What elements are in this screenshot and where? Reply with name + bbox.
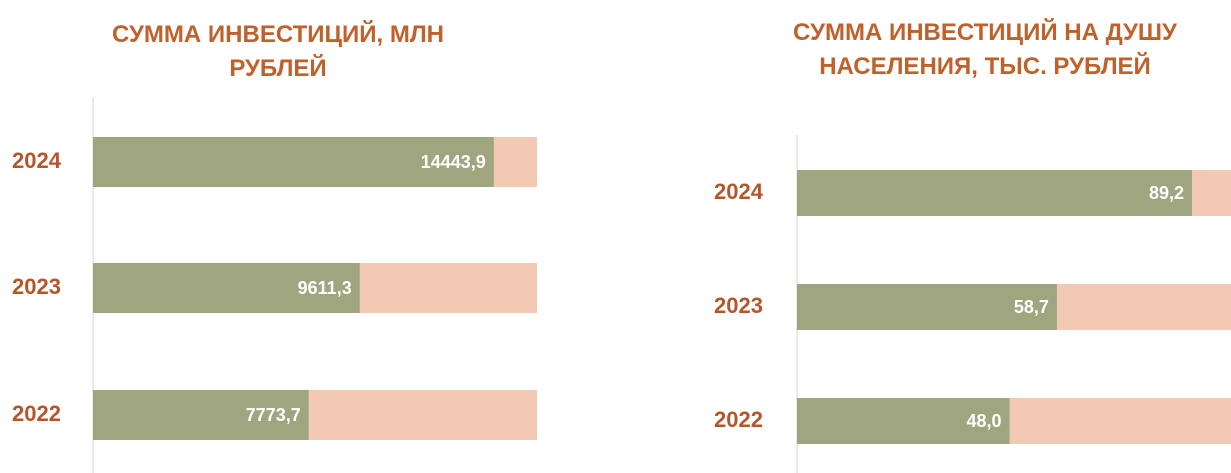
chart-title: СУММА ИНВЕСТИЦИЙ, МЛН РУБЛЕЙ <box>111 21 445 82</box>
value-label: 58,7 <box>1014 297 1049 317</box>
category-label: 2023 <box>12 274 61 299</box>
bar <box>93 263 360 313</box>
category-label: 2022 <box>714 407 763 432</box>
category-label: 2024 <box>12 148 62 173</box>
value-label: 14443,9 <box>421 152 486 172</box>
category-label: 2023 <box>714 293 763 318</box>
value-label: 9611,3 <box>298 278 352 298</box>
bar <box>797 398 1010 444</box>
bar <box>93 137 494 187</box>
value-label: 89,2 <box>1149 183 1184 203</box>
category-label: 2022 <box>12 401 61 426</box>
bar <box>797 170 1193 216</box>
chart-title: СУММА ИНВЕСТИЦИЙ НА ДУШУ НАСЕЛЕНИЯ, ТЫС.… <box>793 19 1177 80</box>
value-label: 48,0 <box>967 411 1002 431</box>
category-label: 2024 <box>714 179 764 204</box>
bar <box>93 390 309 440</box>
bar <box>797 284 1057 330</box>
value-label: 7773,7 <box>246 405 301 425</box>
